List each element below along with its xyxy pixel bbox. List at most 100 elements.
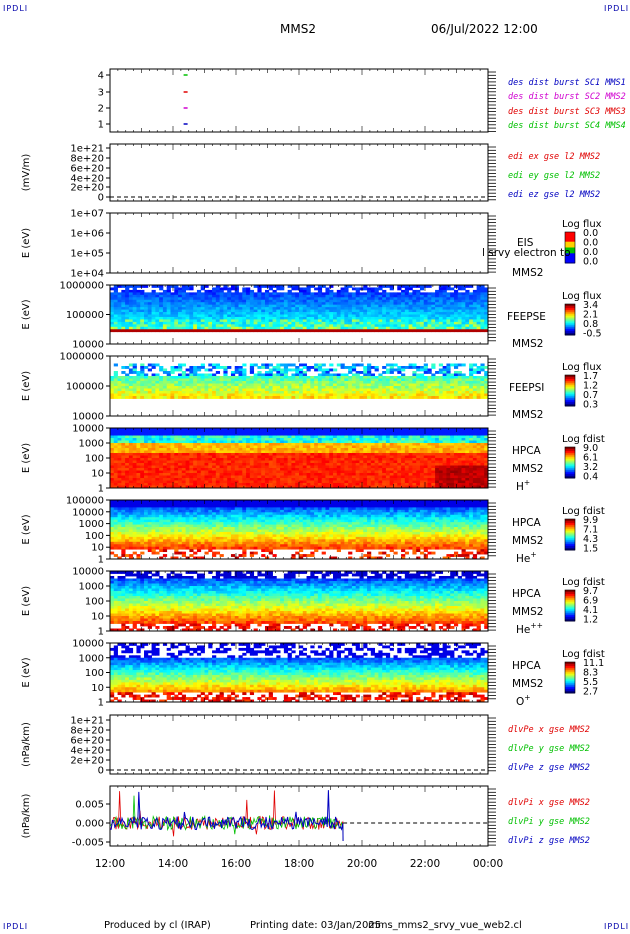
spectrogram-cell <box>140 468 145 471</box>
spectrogram-cell <box>208 445 213 449</box>
spectrogram-cell <box>121 329 126 333</box>
spectrogram-cell <box>359 329 364 333</box>
spectrogram-cell <box>306 433 311 436</box>
y-tick-label: 10000 <box>72 412 104 423</box>
spectrogram-cell <box>189 458 194 461</box>
spectrogram-cell <box>276 314 281 318</box>
spectrogram-cell <box>472 324 478 328</box>
spectrogram-cell <box>404 388 410 392</box>
spectrogram-cell <box>401 289 406 293</box>
spectrogram-cell <box>306 453 311 456</box>
spectrogram-cell <box>295 285 300 288</box>
spectrogram-cell <box>257 304 262 308</box>
spectrogram-cell <box>306 483 311 486</box>
spectrogram-cell <box>280 321 285 325</box>
spectrogram-cell <box>136 453 141 456</box>
spectrogram-cell <box>181 376 186 379</box>
spectrogram-cell <box>140 376 145 379</box>
spectrogram-cell <box>242 475 247 479</box>
spectrogram-cell <box>189 287 194 291</box>
spectrogram-cell <box>374 316 379 320</box>
spectrogram-cell <box>234 393 239 397</box>
spectrogram-cell <box>132 294 137 298</box>
spectrogram-cell <box>178 289 183 293</box>
spectrogram-cell <box>166 386 171 389</box>
spectrogram-cell <box>397 386 402 389</box>
spectrogram-cell <box>242 440 247 444</box>
spectrogram-cell <box>166 460 171 464</box>
spectrogram-cell <box>378 316 383 320</box>
spectrogram-cell <box>431 363 436 367</box>
spectrogram-cell <box>174 448 179 451</box>
spectrogram-cell <box>370 307 375 310</box>
spectrogram-cell <box>412 289 417 293</box>
spectrogram-cell <box>295 433 300 436</box>
spectrogram-cell <box>246 460 251 464</box>
spectrogram-cell <box>140 453 145 456</box>
spectrogram-cell <box>476 307 481 310</box>
spectrogram-cell <box>291 455 296 459</box>
spectrogram-cell <box>423 309 428 313</box>
spectrogram-cell <box>140 371 145 374</box>
spectrogram-cell <box>283 319 289 323</box>
spectrogram-cell <box>261 438 266 441</box>
spectrogram-cell <box>181 485 186 489</box>
spectrogram-cell <box>189 396 194 399</box>
spectrogram-cell <box>299 314 304 318</box>
spectrogram-cell <box>117 450 122 454</box>
spectrogram-cell <box>389 299 394 303</box>
spectrogram-cell <box>378 393 383 397</box>
spectrogram-cell <box>317 314 323 318</box>
spectrogram-cell <box>314 302 319 306</box>
spectrogram-cell <box>348 292 353 296</box>
spectrogram-cell <box>295 294 300 298</box>
spectrogram-cell <box>215 312 221 315</box>
spectrogram-cell <box>151 289 156 293</box>
spectrogram-cell <box>302 319 307 323</box>
spectrogram-cell <box>321 307 326 310</box>
spectrogram-cell <box>427 319 432 323</box>
spectrogram-cell <box>174 463 179 466</box>
spectrogram-cell <box>223 319 228 323</box>
spectrogram-cell <box>193 470 198 474</box>
spectrogram-cell <box>166 458 171 461</box>
spectrogram-cell <box>348 285 353 288</box>
spectrogram-cell <box>344 396 349 399</box>
spectrogram-cell <box>321 292 326 296</box>
spectrogram-cell <box>416 388 421 392</box>
spectrogram-cell <box>128 480 134 484</box>
spectrogram-cell <box>268 455 273 459</box>
spectrogram-cell <box>178 455 183 459</box>
spectrogram-cell <box>196 326 202 330</box>
spectrogram-cell <box>280 393 285 397</box>
spectrogram-cell <box>238 307 243 310</box>
spectrogram-cell <box>234 326 239 330</box>
spectrogram-cell <box>246 463 251 466</box>
spectrogram-cell <box>121 294 126 298</box>
spectrogram-cell <box>174 287 179 291</box>
spectrogram-cell <box>151 485 156 489</box>
spectrogram-cell <box>283 299 289 303</box>
spectrogram-cell <box>465 289 470 293</box>
spectrogram-cell <box>196 366 202 369</box>
spectrogram-cell <box>166 450 171 454</box>
spectrogram-cell <box>363 324 368 328</box>
spectrogram-cell <box>166 314 171 318</box>
spectrogram-cell <box>389 388 394 392</box>
spectrogram-cell <box>272 455 277 459</box>
spectrogram-cell <box>155 463 160 466</box>
spectrogram-cell <box>242 445 247 449</box>
spectrogram-cell <box>212 373 217 377</box>
spectrogram-cell <box>344 381 349 384</box>
spectrogram-cell <box>147 435 152 439</box>
spectrogram-cell <box>257 458 262 461</box>
spectrogram-cell <box>457 292 462 296</box>
spectrogram-cell <box>344 297 349 301</box>
spectrogram-cell <box>446 393 451 397</box>
spectrogram-cell <box>374 378 379 382</box>
spectrogram-cell <box>162 289 168 293</box>
spectrogram-cell <box>117 297 122 301</box>
spectrogram-cell <box>128 453 134 456</box>
spectrogram-cell <box>306 366 311 369</box>
spectrogram-cell <box>246 433 251 436</box>
